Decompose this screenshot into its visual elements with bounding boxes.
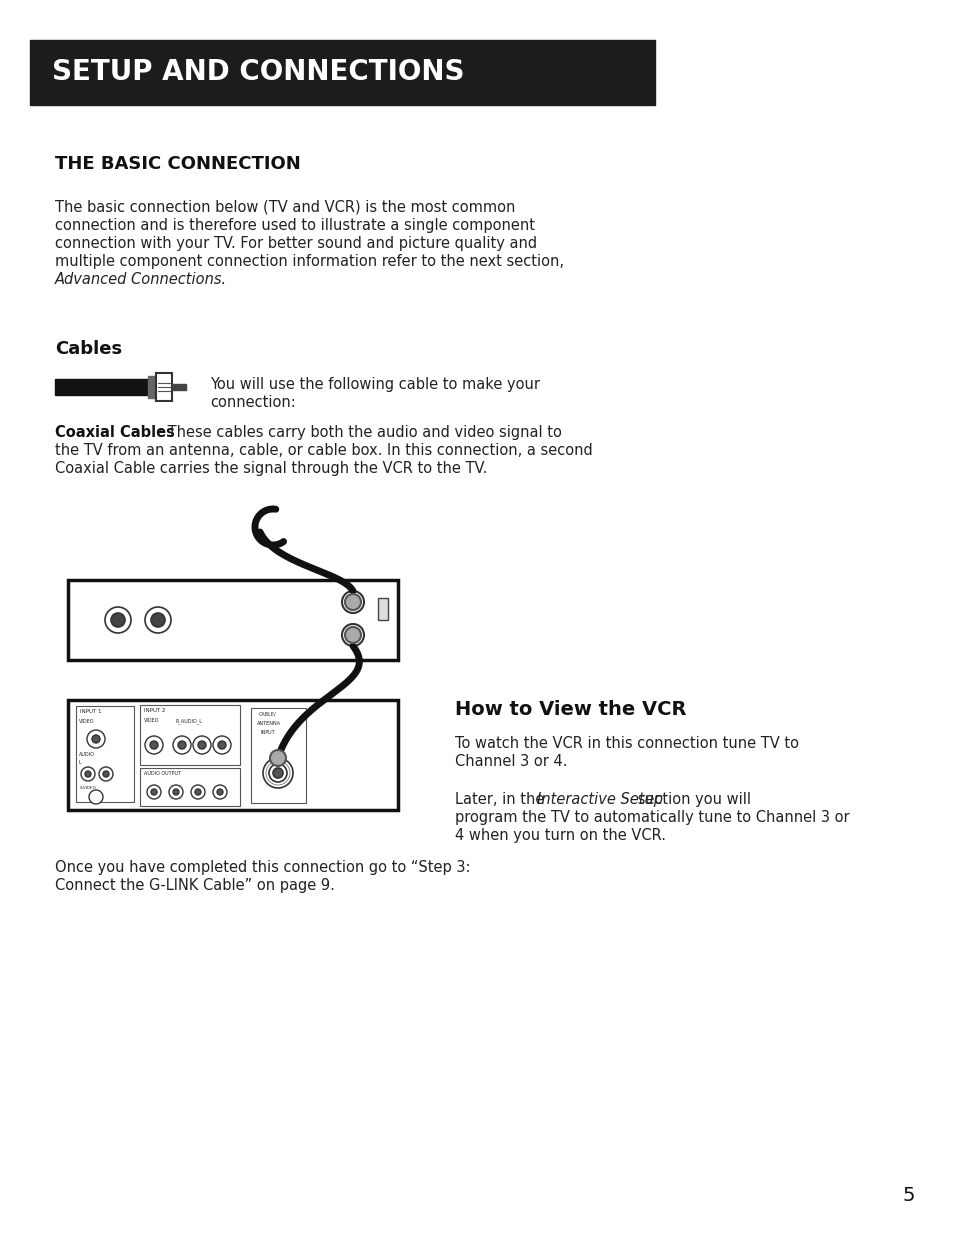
Circle shape [111,613,125,627]
Bar [148,375,158,398]
Text: INPUT 2: INPUT 2 [144,708,165,713]
Text: L: L [79,760,82,764]
Bar [55,379,150,395]
Circle shape [169,785,183,799]
Circle shape [150,741,158,748]
Text: The basic connection below (TV and VCR) is the most common: The basic connection below (TV and VCR) … [55,200,515,215]
Circle shape [198,741,206,748]
Text: S-VIDEO: S-VIDEO [80,785,97,790]
Circle shape [172,736,191,755]
Circle shape [178,741,186,748]
Circle shape [145,606,171,634]
Circle shape [147,785,161,799]
Circle shape [345,627,360,643]
Bar [30,40,655,105]
Circle shape [99,767,112,781]
Circle shape [172,789,179,795]
Text: the TV from an antenna, cable, or cable box. In this connection, a second: the TV from an antenna, cable, or cable … [55,443,592,458]
Text: connection with your TV. For better sound and picture quality and: connection with your TV. For better soun… [55,236,537,251]
Text: INPUT: INPUT [261,730,275,735]
Circle shape [89,790,103,804]
Bar [156,373,172,401]
Text: : These cables carry both the audio and video signal to: : These cables carry both the audio and … [158,425,561,440]
Text: Cables: Cables [55,340,122,358]
Text: THE BASIC CONNECTION: THE BASIC CONNECTION [55,156,300,173]
Text: To watch the VCR in this connection tune TV to: To watch the VCR in this connection tune… [455,736,799,751]
Text: connection and is therefore used to illustrate a single component: connection and is therefore used to illu… [55,219,535,233]
Bar [251,708,306,803]
Bar [140,705,240,764]
Text: How to View the VCR: How to View the VCR [455,700,686,719]
Bar [68,580,397,659]
Text: Later, in the: Later, in the [455,792,548,806]
Text: 5: 5 [902,1186,914,1205]
Circle shape [263,758,293,788]
Circle shape [341,624,364,646]
Circle shape [145,736,163,755]
Text: INPUT 1: INPUT 1 [80,709,101,714]
Text: section you will: section you will [633,792,750,806]
Text: Advanced Connections.: Advanced Connections. [55,272,227,287]
Circle shape [85,771,91,777]
Text: R_AUDIO_L: R_AUDIO_L [175,718,203,724]
Bar [377,598,388,620]
Text: AUDIO: AUDIO [79,752,94,757]
Text: VIDEO: VIDEO [79,719,94,724]
Circle shape [213,785,227,799]
Circle shape [87,730,105,748]
Text: AUDIO OUTPUT: AUDIO OUTPUT [144,771,181,776]
Text: VIDEO: VIDEO [144,718,159,722]
Circle shape [151,789,157,795]
Circle shape [216,789,223,795]
Text: Connect the G-LINK Cable” on page 9.: Connect the G-LINK Cable” on page 9. [55,878,335,893]
Circle shape [194,789,201,795]
Text: Channel 3 or 4.: Channel 3 or 4. [455,755,567,769]
Circle shape [191,785,205,799]
Text: Coaxial Cables: Coaxial Cables [55,425,174,440]
Bar [172,384,186,390]
Text: Coaxial Cable carries the signal through the VCR to the TV.: Coaxial Cable carries the signal through… [55,461,487,475]
Text: program the TV to automatically tune to Channel 3 or: program the TV to automatically tune to … [455,810,849,825]
Text: You will use the following cable to make your: You will use the following cable to make… [210,377,539,391]
Text: Once you have completed this connection go to “Step 3:: Once you have completed this connection … [55,860,470,876]
Circle shape [81,767,95,781]
Circle shape [273,768,283,778]
Bar [140,768,240,806]
Text: connection:: connection: [210,395,295,410]
Circle shape [105,606,131,634]
Circle shape [91,735,100,743]
Circle shape [348,630,357,640]
Circle shape [341,592,364,613]
Bar [68,700,397,810]
Text: SETUP AND CONNECTIONS: SETUP AND CONNECTIONS [52,58,464,86]
Text: CABLE/: CABLE/ [258,713,276,718]
Circle shape [151,613,165,627]
Circle shape [345,594,360,610]
Circle shape [218,741,226,748]
Bar [76,706,133,802]
Text: Interactive Setup: Interactive Setup [537,792,662,806]
Text: 4 when you turn on the VCR.: 4 when you turn on the VCR. [455,827,665,844]
Circle shape [103,771,109,777]
Circle shape [213,736,231,755]
Circle shape [348,597,357,606]
Circle shape [270,750,286,766]
Text: multiple component connection information refer to the next section,: multiple component connection informatio… [55,254,563,269]
Text: ANTENNA: ANTENNA [256,721,281,726]
Circle shape [193,736,211,755]
Circle shape [269,764,287,782]
